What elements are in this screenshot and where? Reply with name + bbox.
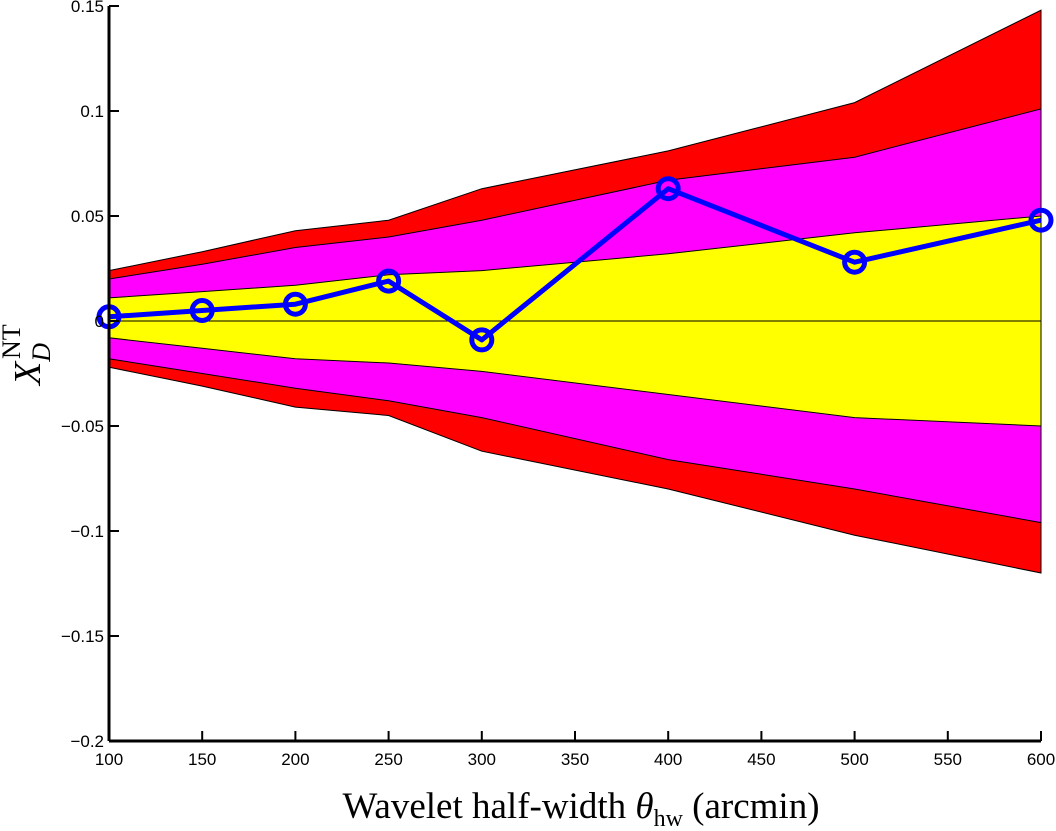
y-tick-label: 0.15	[71, 0, 104, 16]
data-point	[282, 291, 308, 317]
x-tick-label: 100	[95, 750, 123, 769]
x-axis-title-main: Wavelet half-width	[342, 786, 635, 827]
x-tick-label: 150	[188, 750, 216, 769]
y-tick-label: 0.1	[80, 102, 104, 121]
confidence-bands	[108, 9, 1042, 574]
x-axis-title-unit: (arcmin)	[683, 786, 820, 827]
x-tick-label: 400	[654, 750, 682, 769]
x-tick-label: 250	[374, 750, 402, 769]
x-axis-ticks: 100 150 200 250 300 350 400 450 500 550 600	[95, 731, 1055, 769]
y-axis-title-subscript: D	[27, 343, 56, 363]
y-axis-title-symbol: X	[7, 360, 49, 387]
x-axis-title-symbol: θ	[635, 786, 653, 827]
x-tick-label: 350	[561, 750, 589, 769]
y-tick-label: −0.1	[70, 522, 104, 541]
svg-text:XDNT: XDNT	[0, 324, 56, 387]
y-tick-label: −0.15	[61, 627, 104, 646]
series-line	[108, 186, 1042, 343]
x-tick-label: 200	[281, 750, 309, 769]
data-point	[655, 176, 681, 202]
x-axis-title-subscript: hw	[654, 806, 684, 831]
data-point	[189, 298, 215, 323]
data-point	[1028, 207, 1054, 233]
y-axis-title-superscript: NT	[0, 324, 26, 359]
y-tick-label: 0	[95, 312, 104, 331]
data-series	[96, 176, 1054, 353]
x-tick-label: 500	[840, 750, 868, 769]
y-tick-label: −0.2	[70, 732, 104, 751]
x-tick-label: 450	[747, 750, 775, 769]
y-tick-label: −0.05	[61, 417, 104, 436]
data-point	[469, 327, 495, 353]
x-tick-label: 550	[934, 750, 962, 769]
y-axis-title: XDNT	[0, 324, 56, 387]
x-tick-label: 300	[468, 750, 496, 769]
data-point	[376, 268, 402, 294]
x-axis-title: Wavelet half-width θhw (arcmin)	[342, 786, 819, 831]
data-point	[842, 249, 868, 275]
x-tick-label: 600	[1027, 750, 1055, 769]
y-tick-label: 0.05	[71, 207, 104, 226]
y-axis-ticks: −0.2 −0.15 −0.1 −0.05 0 0.05 0.1 0.15	[61, 0, 119, 751]
